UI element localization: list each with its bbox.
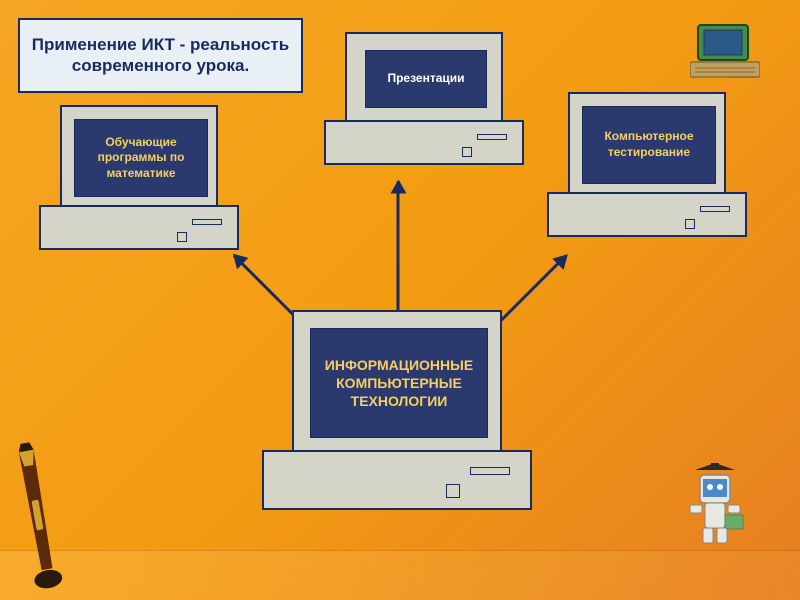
title-box: Применение ИКТ - реальность современного… [18, 18, 303, 93]
computer-node-2: Презентации [345, 32, 524, 165]
screen: ИНФОРМАЦИОННЫЕ КОМПЬЮТЕРНЫЕ ТЕХНОЛОГИИ [310, 328, 488, 438]
monitor: Обучающие программы по математике [60, 105, 218, 207]
screen: Компьютерное тестирование [582, 106, 716, 184]
computer-node-1: Обучающие программы по математике [60, 105, 239, 250]
drive-slot-icon [192, 219, 222, 225]
screen-label: Презентации [387, 71, 464, 87]
computer-base [39, 205, 239, 250]
drive-slot-icon [470, 467, 510, 475]
computer-node-3: Компьютерное тестирование [568, 92, 747, 237]
button-slot-icon [177, 232, 187, 242]
drive-slot-icon [477, 134, 507, 140]
drive-slot-icon [700, 206, 730, 212]
computer-base [262, 450, 532, 510]
monitor: Презентации [345, 32, 503, 122]
screen: Презентации [365, 50, 487, 108]
button-slot-icon [446, 484, 460, 498]
screen-label: ИНФОРМАЦИОННЫЕ КОМПЬЮТЕРНЫЕ ТЕХНОЛОГИИ [319, 356, 479, 411]
computer-node-root: ИНФОРМАЦИОННЫЕ КОМПЬЮТЕРНЫЕ ТЕХНОЛОГИИ [292, 310, 532, 510]
monitor: ИНФОРМАЦИОННЫЕ КОМПЬЮТЕРНЫЕ ТЕХНОЛОГИИ [292, 310, 502, 452]
button-slot-icon [462, 147, 472, 157]
screen-label: Обучающие программы по математике [83, 135, 199, 182]
button-slot-icon [685, 219, 695, 229]
monitor: Компьютерное тестирование [568, 92, 726, 194]
retro-computer-icon [690, 20, 760, 80]
robot-graduate-icon [675, 455, 755, 545]
computer-base [324, 120, 524, 165]
arrow-to-comp2 [397, 182, 400, 312]
computer-base [547, 192, 747, 237]
screen-label: Компьютерное тестирование [591, 129, 707, 160]
bottom-decorative-bar [0, 550, 800, 600]
screen: Обучающие программы по математике [74, 119, 208, 197]
title-text: Применение ИКТ - реальность современного… [28, 35, 293, 76]
